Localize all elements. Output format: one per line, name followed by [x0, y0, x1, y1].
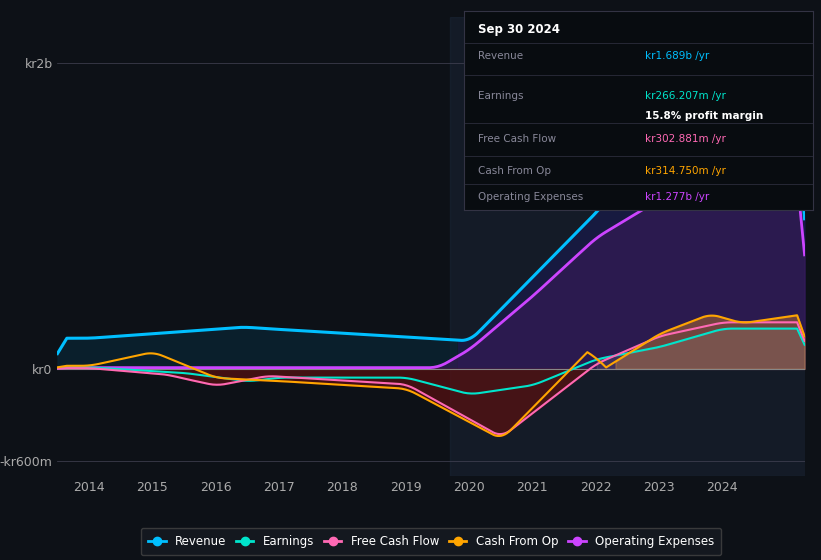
Text: kr314.750m /yr: kr314.750m /yr: [645, 166, 727, 176]
Text: Cash From Op: Cash From Op: [478, 166, 551, 176]
Text: Sep 30 2024: Sep 30 2024: [478, 22, 560, 36]
Text: 15.8% profit margin: 15.8% profit margin: [645, 110, 764, 120]
Text: Free Cash Flow: Free Cash Flow: [478, 134, 556, 144]
Text: kr302.881m /yr: kr302.881m /yr: [645, 134, 727, 144]
Legend: Revenue, Earnings, Free Cash Flow, Cash From Op, Operating Expenses: Revenue, Earnings, Free Cash Flow, Cash …: [140, 528, 722, 555]
Text: kr266.207m /yr: kr266.207m /yr: [645, 91, 727, 101]
Text: Earnings: Earnings: [478, 91, 523, 101]
Text: kr1.277b /yr: kr1.277b /yr: [645, 192, 709, 202]
Text: Operating Expenses: Operating Expenses: [478, 192, 583, 202]
Text: kr1.689b /yr: kr1.689b /yr: [645, 51, 709, 61]
Bar: [450, 17, 817, 476]
Text: Revenue: Revenue: [478, 51, 523, 61]
